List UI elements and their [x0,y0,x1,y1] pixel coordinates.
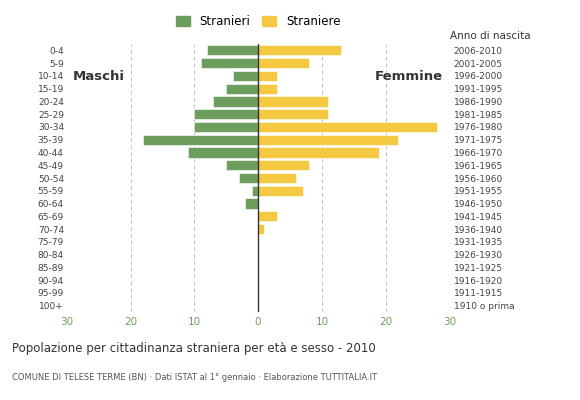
Text: Popolazione per cittadinanza straniera per età e sesso - 2010: Popolazione per cittadinanza straniera p… [12,342,375,355]
Bar [258,135,398,145]
Bar [258,173,296,183]
Legend: Stranieri, Straniere: Stranieri, Straniere [176,15,340,28]
Bar [194,109,258,119]
Text: Anno di nascita: Anno di nascita [450,31,530,41]
Bar [226,84,258,94]
Bar [258,71,277,81]
Bar [194,122,258,132]
Bar [143,135,258,145]
Bar [188,147,258,158]
Bar [252,186,258,196]
Bar [258,147,379,158]
Bar [258,224,264,234]
Bar [233,71,258,81]
Bar [226,160,258,170]
Text: Femmine: Femmine [375,70,443,82]
Bar [258,186,303,196]
Bar [258,45,341,56]
Text: Maschi: Maschi [73,70,125,82]
Text: COMUNE DI TELESE TERME (BN) · Dati ISTAT al 1° gennaio · Elaborazione TUTTITALIA: COMUNE DI TELESE TERME (BN) · Dati ISTAT… [12,373,377,382]
Bar [258,96,328,106]
Bar [245,198,258,209]
Bar [258,160,309,170]
Bar [258,84,277,94]
Bar [207,45,258,56]
Bar [213,96,258,106]
Bar [258,109,328,119]
Bar [201,58,258,68]
Bar [239,173,258,183]
Bar [258,211,277,221]
Bar [258,122,437,132]
Bar [258,58,309,68]
